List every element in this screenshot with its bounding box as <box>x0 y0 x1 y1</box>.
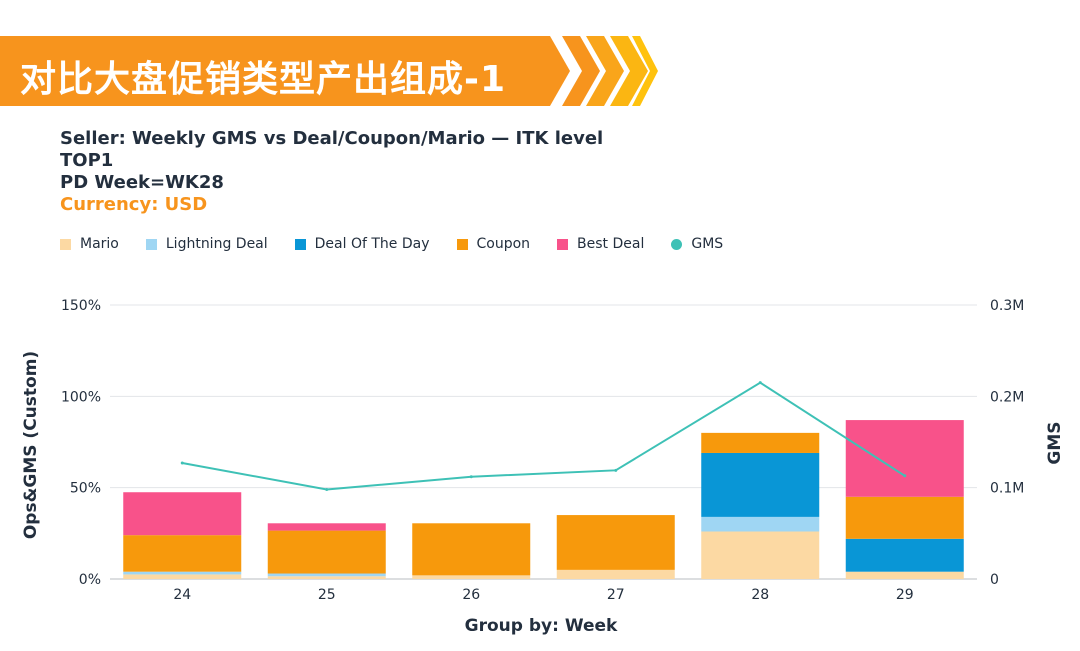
gms-point <box>325 487 329 491</box>
chevron-icon <box>586 36 624 106</box>
bar-coupon <box>845 496 964 539</box>
bar-best-deal <box>123 492 242 536</box>
chevron-icon <box>632 36 658 106</box>
bar-mario <box>412 575 531 579</box>
y-tick-label: 0% <box>79 572 101 588</box>
chart-info: Seller: Weekly GMS vs Deal/Coupon/Mario … <box>60 128 603 216</box>
x-tick-label: 27 <box>607 587 625 603</box>
gms-line <box>180 381 907 491</box>
chevron-icon <box>562 36 600 106</box>
legend-label: Mario <box>80 236 119 252</box>
bar-coupon <box>701 432 820 453</box>
y2-axis-title: GMS <box>1045 421 1065 464</box>
banner-title: 对比大盘促销类型产出组成-1 <box>20 59 506 100</box>
title-banner: 对比大盘促销类型产出组成-1 <box>0 36 660 106</box>
y-axis-title: Ops&GMS (Custom) <box>21 351 41 539</box>
bar-mario <box>701 531 820 579</box>
bar-mario <box>556 569 675 579</box>
legend-label: Deal Of The Day <box>314 236 430 252</box>
bar-lightning-deal <box>123 571 242 575</box>
y2-tick-label: 0 <box>990 572 999 588</box>
currency-label: Currency: USD <box>60 194 208 215</box>
gms-point <box>469 475 473 479</box>
legend-swatch <box>456 238 468 250</box>
gms-point <box>758 381 762 385</box>
x-tick-label: 29 <box>896 587 914 603</box>
bar-coupon <box>123 535 242 572</box>
legend-label: Coupon <box>476 236 531 252</box>
legend-item-gms[interactable]: GMS <box>671 236 723 252</box>
legend-item-mario[interactable]: Mario <box>60 236 119 252</box>
gridlines <box>110 304 977 580</box>
rank-label: TOP1 <box>60 150 114 171</box>
bar-best-deal <box>845 420 964 497</box>
legend-item-deal-of-the-day[interactable]: Deal Of The Day <box>294 236 430 252</box>
banner-background <box>0 36 658 106</box>
bars <box>123 420 964 579</box>
chevron-icon <box>610 36 648 106</box>
x-tick-label: 26 <box>462 587 480 603</box>
bar-deal-of-the-day <box>845 538 964 572</box>
bar-lightning-deal <box>701 516 820 532</box>
legend-item-coupon[interactable]: Coupon <box>456 236 531 252</box>
x-tick-label: 25 <box>318 587 336 603</box>
legend-swatch <box>60 238 71 250</box>
legend-swatch <box>294 238 306 250</box>
bar-lightning-deal <box>267 573 386 577</box>
bar-mario <box>123 574 242 579</box>
pd-week-label: PD Week=WK28 <box>60 172 224 193</box>
bar-mario <box>845 571 964 579</box>
legend-label: GMS <box>691 236 724 252</box>
y2-tick-label: 0.3M <box>990 298 1024 314</box>
chart-legend: Mario Lightning Deal Deal Of The Day Cou… <box>60 236 750 252</box>
chart-subtitle: Seller: Weekly GMS vs Deal/Coupon/Mario … <box>60 128 604 149</box>
axis-labels: 0% 0 50% 0.1M 100% 0.2M 150% 0.3M 24 25 26 27 28 29 <box>61 298 1024 603</box>
legend-label: Best Deal <box>577 236 645 252</box>
bar-coupon <box>267 530 386 574</box>
y2-tick-label: 0.1M <box>990 481 1024 497</box>
legend-item-best-deal[interactable]: Best Deal <box>557 236 644 252</box>
bar-deal-of-the-day <box>701 452 820 517</box>
bar-best-deal <box>267 523 386 531</box>
gms-point <box>614 468 618 472</box>
legend-item-lightning-deal[interactable]: Lightning Deal <box>145 236 268 252</box>
bar-coupon <box>412 523 531 576</box>
y-tick-label: 100% <box>61 389 101 405</box>
x-axis-title: Group by: Week <box>465 616 618 636</box>
x-tick-label: 28 <box>751 587 769 603</box>
gms-line-path <box>182 381 906 491</box>
gms-point <box>903 474 907 478</box>
legend-swatch <box>557 238 569 250</box>
x-tick-label: 24 <box>173 587 191 603</box>
gms-point <box>180 461 184 465</box>
legend-swatch <box>145 238 157 250</box>
bar-mario <box>267 576 386 579</box>
y-tick-label: 50% <box>70 481 101 497</box>
bar-coupon <box>556 515 675 570</box>
legend-label: Lightning Deal <box>165 236 268 252</box>
y-tick-label: 150% <box>61 298 101 314</box>
legend-swatch <box>671 238 683 250</box>
y2-tick-label: 0.2M <box>990 389 1024 405</box>
